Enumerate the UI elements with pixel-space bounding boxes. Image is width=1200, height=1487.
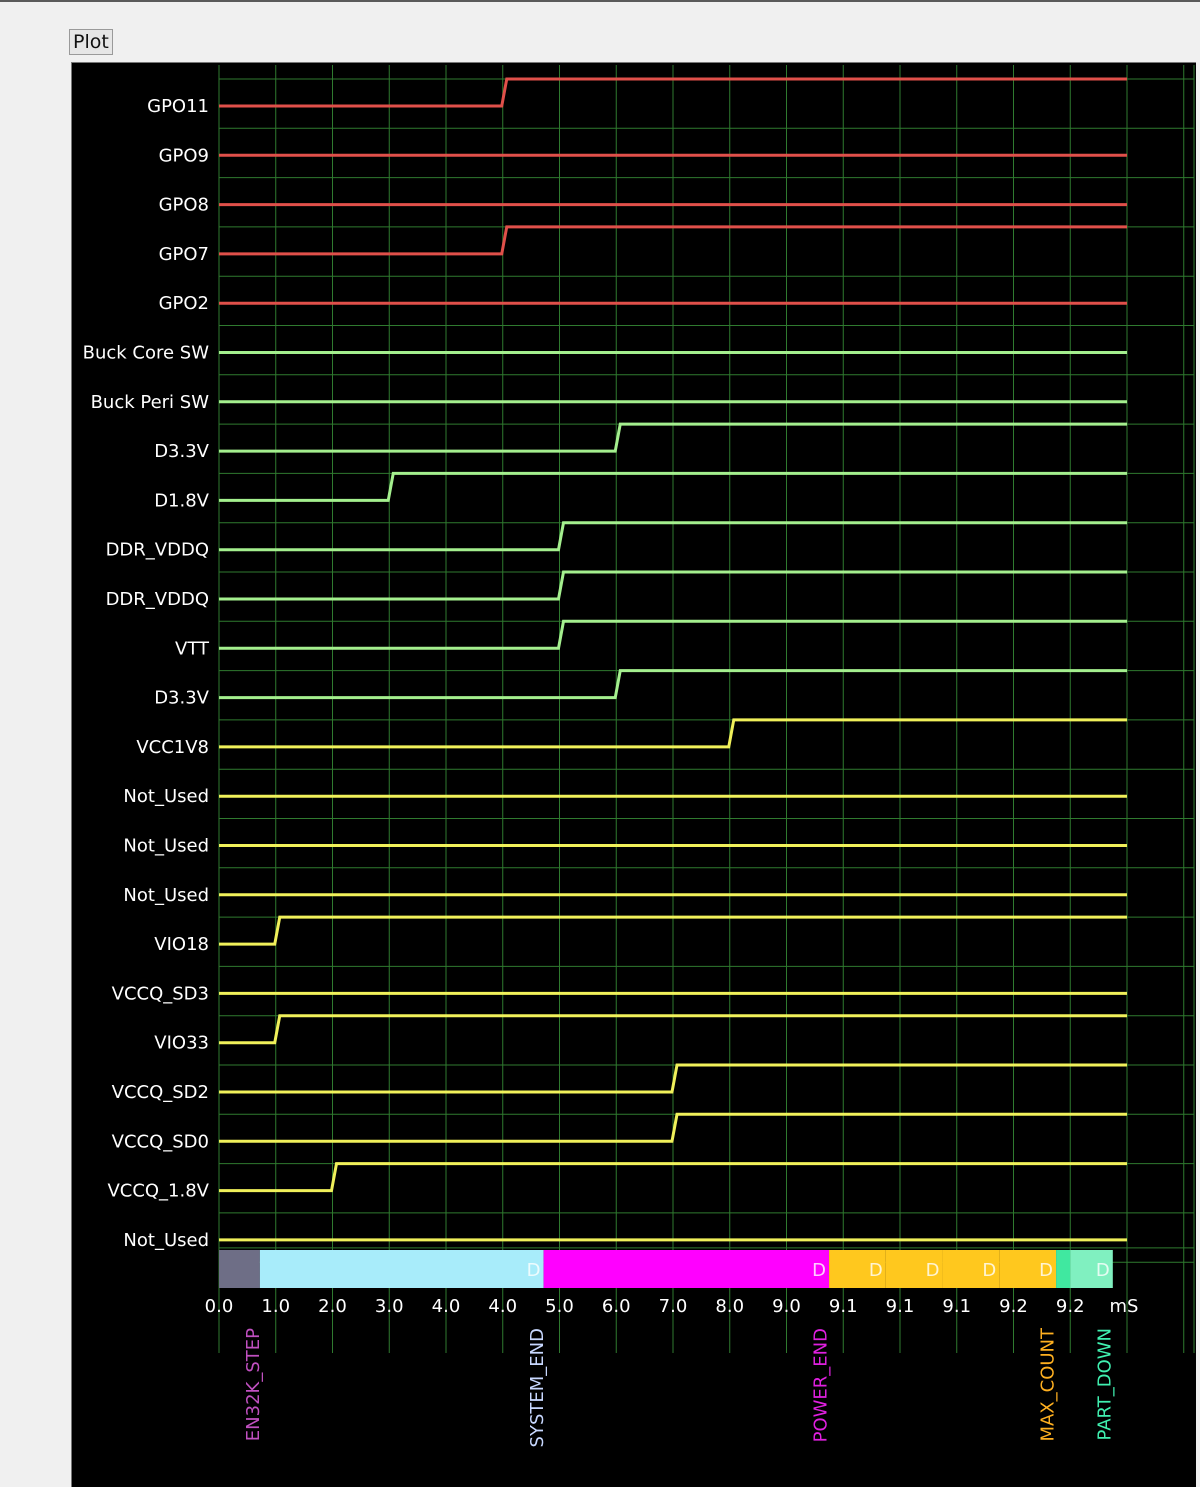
phase-segment [1056,1250,1071,1288]
x-tick-label: 7.0 [659,1296,688,1317]
phase-segment [259,1250,544,1288]
series-label: DDR_VDDQ [106,589,209,610]
x-tick-label: 9.1 [886,1296,915,1317]
series-line [219,471,1127,502]
x-tick-label: 3.0 [375,1296,404,1317]
series-label: VCC1V8 [136,737,209,758]
marker-label: MAX_COUNT [1038,1327,1059,1442]
phase-segment [999,1250,1057,1288]
x-tick-label: 9.0 [772,1296,801,1317]
phase-segment-label: D [1039,1260,1053,1281]
series-line [219,619,1127,650]
series-label: VIO18 [154,934,209,955]
window-top-border [0,0,1200,2]
phase-segment [885,1250,943,1288]
x-tick-label: 1.0 [261,1296,290,1317]
series-line [219,1063,1127,1094]
marker-label: SYSTEM_END [527,1328,548,1447]
series-label: D3.3V [154,441,209,462]
x-tick-label: 9.1 [829,1296,858,1317]
series-label: Not_Used [123,786,209,807]
series-line [219,1112,1127,1143]
series-label: GPO9 [159,145,209,166]
series-label: Buck Core SW [83,343,210,364]
x-tick-label: 4.0 [432,1296,461,1317]
series-label: DDR_VDDQ [106,540,209,561]
series-label: VCCQ_1.8V [107,1181,209,1202]
series-line [219,1162,1127,1193]
series-label: GPO8 [159,195,209,216]
series-line [219,225,1127,256]
series-label: VTT [175,638,210,659]
phase-segment [829,1250,886,1288]
series-label: D1.8V [154,490,209,511]
x-tick-label: 0.0 [205,1296,234,1317]
series-label: VCCQ_SD2 [112,1082,209,1103]
series-line [219,669,1127,700]
phase-segment [942,1250,1000,1288]
series-label: Not_Used [123,1230,209,1251]
phase-segment-label: D [926,1260,940,1281]
series-label: GPO2 [159,293,209,314]
series-label: Buck Peri SW [91,392,210,413]
phase-segment [543,1250,830,1288]
x-tick-label: 2.0 [318,1296,347,1317]
series-label: D3.3V [154,688,209,709]
marker-label: PART_DOWN [1094,1328,1115,1441]
series-label: VCCQ_SD0 [112,1131,209,1152]
x-tick-label: 9.2 [999,1296,1028,1317]
phase-segment-label: D [869,1260,883,1281]
series-label: Not_Used [123,885,209,906]
series-label: GPO7 [159,244,209,265]
phase-segment-label: D [1096,1260,1110,1281]
series-label: VIO33 [154,1033,209,1054]
series-line [219,77,1127,108]
x-tick-label: 9.1 [942,1296,971,1317]
series-label: VCCQ_SD3 [112,983,209,1004]
series-line [219,718,1127,749]
phase-segment [1070,1250,1113,1288]
series-line [219,570,1127,601]
phase-segment [219,1250,260,1288]
series-line [219,521,1127,552]
phase-segment-label: D [527,1260,541,1281]
x-tick-label: 4.0 [488,1296,517,1317]
plot-tab[interactable]: Plot [69,29,113,55]
x-tick-label: 6.0 [602,1296,631,1317]
x-tick-label: 5.0 [545,1296,574,1317]
phase-segment-label: D [812,1260,826,1281]
marker-label: POWER_END [811,1328,832,1442]
x-tick-label: 8.0 [715,1296,744,1317]
plot-area: GPO11 GPO9 GPO8 GPO7 GPO2 Buck Core SW Buck Pe… [71,62,1196,1487]
series-line [219,1014,1127,1045]
timing-chart: GPO11 GPO9 GPO8 GPO7 GPO2 Buck Core SW Buck Pe… [83,65,1195,1447]
series-label: Not_Used [123,836,209,857]
series-label: GPO11 [147,96,209,117]
marker-label: EN32K_STEP [243,1328,264,1441]
phase-segment-label: D [982,1260,996,1281]
series-line [219,915,1127,946]
series-line [219,422,1127,453]
x-unit-label: mS [1110,1296,1139,1317]
x-tick-label: 9.2 [1056,1296,1085,1317]
